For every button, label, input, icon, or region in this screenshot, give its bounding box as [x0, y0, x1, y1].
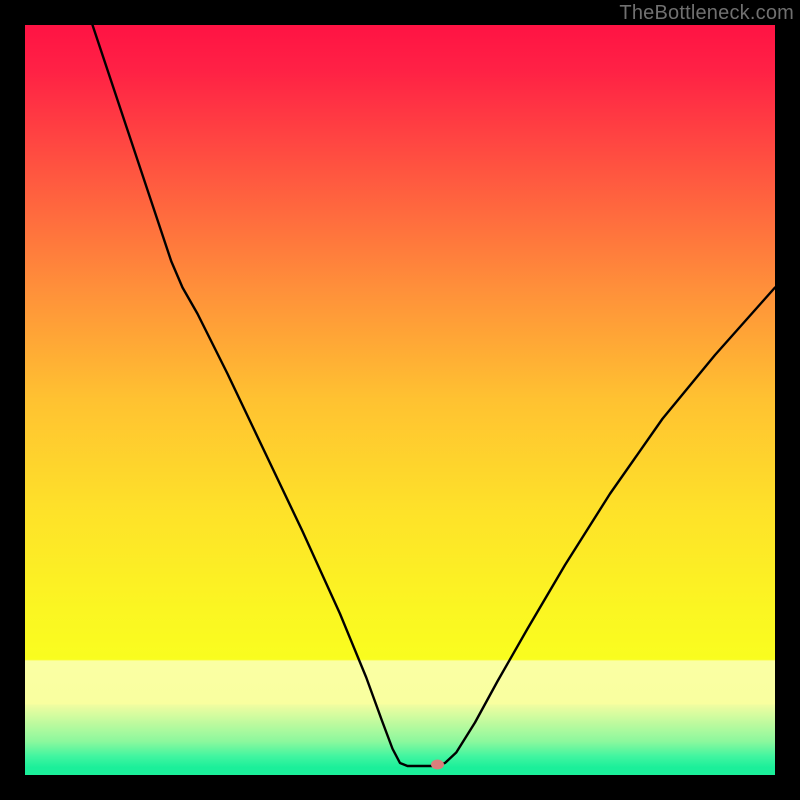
- chart-plot-area: [25, 25, 775, 775]
- bottleneck-chart: TheBottleneck.com: [0, 0, 800, 800]
- watermark-text: TheBottleneck.com: [619, 2, 794, 25]
- optimal-point-marker: [431, 760, 444, 770]
- chart-svg: [0, 0, 800, 800]
